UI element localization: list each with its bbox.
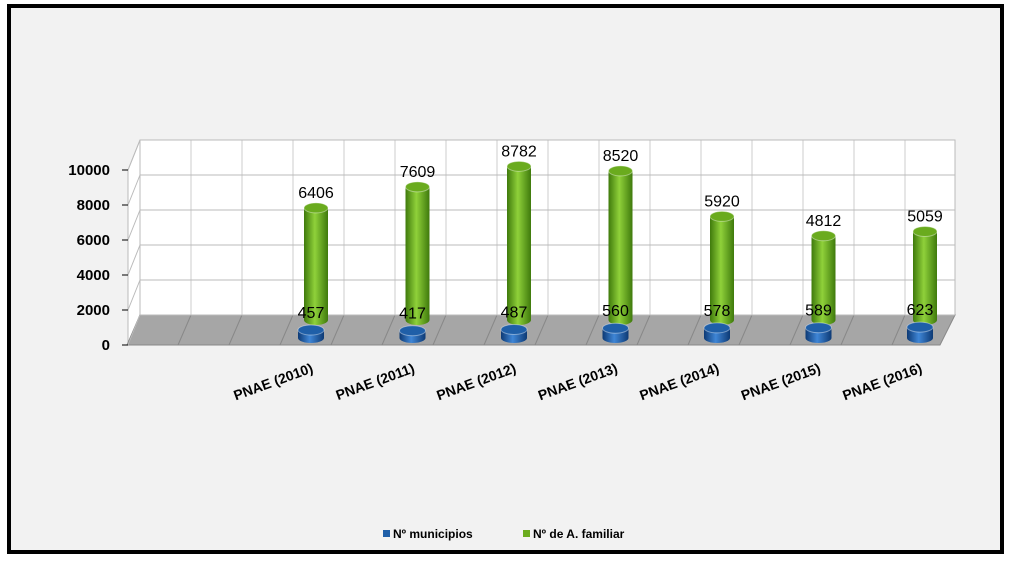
bar	[912, 225, 938, 325]
bar-top	[405, 181, 430, 193]
data-label: 5059	[907, 208, 943, 225]
data-label: 8782	[501, 143, 537, 160]
data-label: 589	[805, 303, 832, 320]
grid-line	[127, 209, 141, 241]
bar	[608, 165, 633, 325]
floor-line	[432, 314, 447, 346]
bar	[297, 324, 325, 343]
grid-line	[127, 314, 141, 346]
floor-line	[381, 314, 396, 346]
bar-top	[303, 202, 329, 214]
bar-top	[506, 160, 532, 172]
data-label: 5920	[704, 193, 740, 210]
floor-line	[228, 314, 243, 346]
grid-line	[127, 139, 141, 171]
bar-body	[507, 166, 531, 325]
legend-swatch	[523, 530, 530, 537]
floor-line	[636, 314, 651, 346]
y-tick-label: 6000	[77, 232, 110, 249]
bar-body	[811, 235, 836, 325]
data-label: 7609	[400, 164, 436, 181]
bar-top	[912, 225, 938, 237]
bar-body	[405, 186, 430, 325]
bar	[709, 210, 735, 325]
data-label: 6406	[298, 185, 334, 202]
y-tick-label: 8000	[77, 197, 110, 214]
floor-line	[840, 314, 855, 346]
floor-line	[279, 314, 294, 346]
legend-swatch	[383, 530, 390, 537]
floor-line	[891, 314, 906, 346]
floor-line	[330, 314, 345, 346]
y-tick-label: 4000	[77, 267, 110, 284]
floor-line	[534, 314, 549, 346]
data-label: 417	[399, 306, 426, 323]
bar-top	[608, 165, 633, 177]
floor-line	[585, 314, 600, 346]
floor-line	[483, 314, 498, 346]
bar-body	[710, 216, 734, 325]
bar-top	[709, 210, 735, 222]
bar	[405, 181, 430, 325]
data-label: 560	[602, 303, 629, 320]
legend-label: Nº de A. familiar	[533, 527, 625, 541]
bar	[805, 322, 832, 343]
bar-top	[500, 323, 528, 335]
bar-top	[811, 230, 836, 242]
grid-line	[127, 279, 141, 311]
wall-columns	[190, 140, 906, 315]
floor-line	[687, 314, 702, 346]
bar-top	[805, 322, 832, 334]
data-label: 457	[298, 305, 325, 322]
floor-line	[789, 314, 804, 346]
bar	[500, 323, 528, 343]
bar-top	[399, 325, 426, 337]
bar-top	[906, 321, 934, 333]
grid-line	[127, 174, 141, 206]
bar	[602, 322, 629, 343]
left-wall	[127, 139, 141, 346]
bar	[811, 230, 836, 325]
bar	[303, 202, 329, 325]
bar-top	[703, 322, 731, 334]
bar-body	[913, 231, 937, 325]
y-tick-label: 10000	[68, 162, 110, 179]
bar	[399, 325, 426, 343]
bar-top	[602, 322, 629, 334]
bar	[906, 321, 934, 343]
bar-body	[304, 207, 328, 325]
data-label: 487	[501, 304, 528, 321]
data-label: 4812	[806, 213, 842, 230]
y-tick-label: 2000	[77, 302, 110, 319]
y-tick-label: 0	[102, 337, 110, 354]
bar	[703, 322, 731, 343]
data-label: 578	[704, 303, 731, 320]
bar-body	[608, 170, 633, 325]
legend-label: Nº municipios	[393, 527, 473, 541]
floor-line	[738, 314, 753, 346]
data-label: 623	[907, 302, 934, 319]
bar-top	[297, 324, 325, 336]
grid-line	[127, 244, 141, 276]
data-label: 8520	[603, 148, 639, 165]
bar	[506, 160, 532, 325]
floor-line	[177, 314, 192, 346]
